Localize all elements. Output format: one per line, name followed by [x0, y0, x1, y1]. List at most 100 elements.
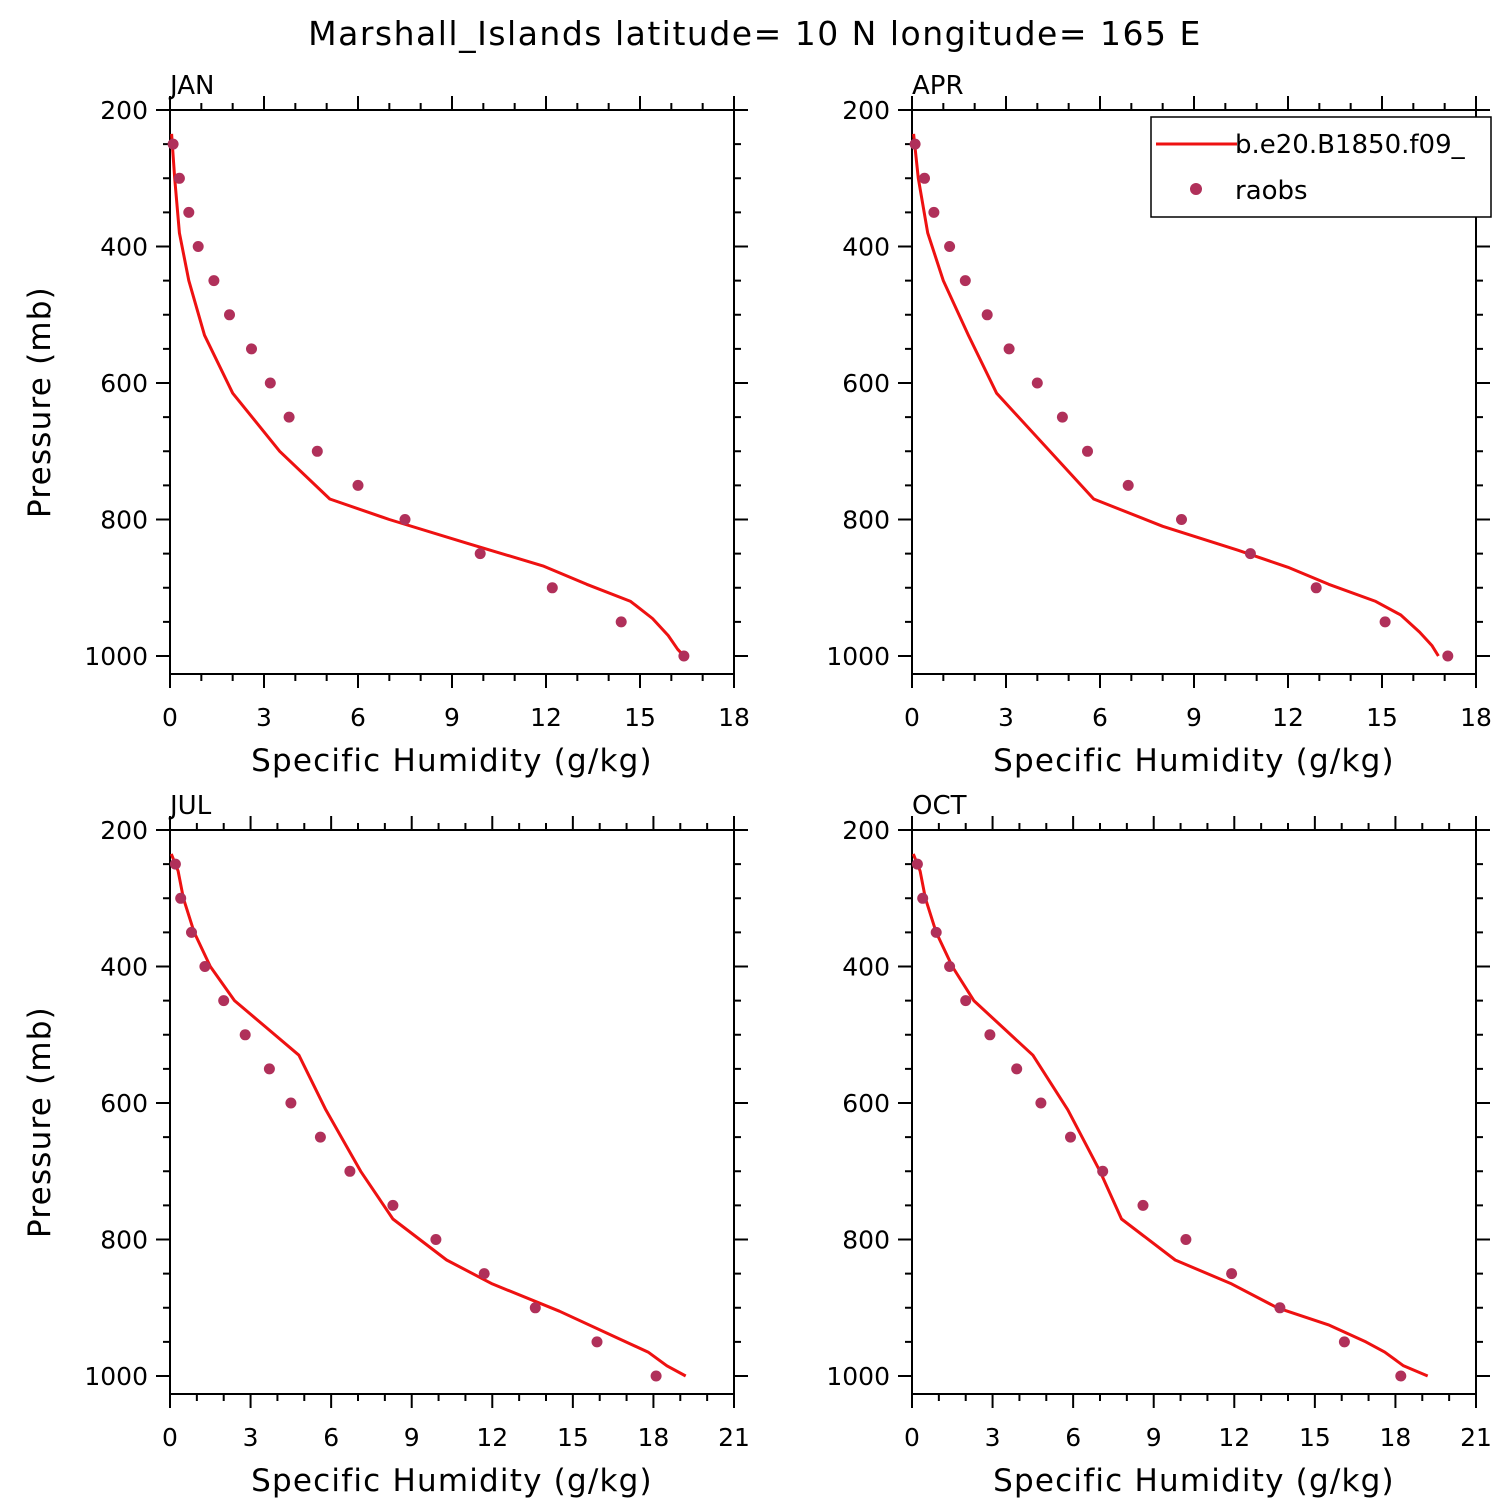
obs-point	[1274, 1302, 1286, 1314]
obs-point	[175, 892, 187, 904]
obs-point	[1442, 650, 1454, 662]
x-tick-label: 3	[243, 1423, 259, 1452]
x-tick-label: 21	[718, 1423, 750, 1452]
obs-point	[1379, 616, 1391, 628]
obs-point	[1244, 548, 1256, 560]
y-tick-label: 600	[842, 1089, 890, 1118]
y-tick-label: 800	[100, 1226, 148, 1255]
obs-point	[173, 172, 185, 184]
y-tick-label: 400	[842, 233, 890, 262]
model-line	[912, 133, 1440, 657]
obs-point	[1031, 377, 1043, 389]
x-tick-label: 12	[530, 703, 562, 732]
y-tick-label: 600	[100, 369, 148, 398]
obs-point	[186, 926, 197, 938]
x-tick-label: 9	[444, 703, 460, 732]
obs-point	[311, 445, 323, 457]
x-tick-label: 9	[1146, 1423, 1162, 1452]
y-tick-label: 800	[842, 506, 890, 535]
legend-obs-marker	[1190, 183, 1202, 195]
obs-point	[909, 138, 921, 150]
obs-point	[615, 616, 627, 628]
obs-point	[944, 241, 956, 252]
legend: b.e20.B1850.f09_ raobs	[1150, 116, 1492, 218]
panel-title: APR	[912, 71, 964, 101]
obs-point	[984, 1029, 996, 1041]
obs-point	[981, 309, 993, 321]
obs-point	[917, 892, 929, 904]
y-tick-label: 600	[842, 369, 890, 398]
obs-point	[283, 411, 295, 423]
obs-point	[919, 172, 930, 184]
y-tick-label: 800	[842, 1226, 890, 1255]
obs-point	[208, 275, 220, 287]
obs-point	[1011, 1063, 1023, 1075]
x-axis-label: Specific Humidity (g/kg)	[251, 743, 653, 779]
x-tick-label: 0	[904, 1423, 920, 1452]
x-tick-label: 15	[1366, 703, 1398, 732]
x-tick-label: 18	[718, 703, 750, 732]
x-tick-label: 21	[1460, 1423, 1492, 1452]
x-tick-label: 15	[1299, 1423, 1331, 1452]
obs-point	[218, 995, 230, 1007]
figure-title: Marshall_Islands latitude= 10 N longitud…	[308, 14, 1202, 53]
obs-point	[1338, 1336, 1350, 1348]
obs-point	[224, 309, 235, 321]
panel-title: OCT	[912, 791, 967, 821]
obs-point	[1122, 479, 1134, 491]
x-tick-label: 3	[998, 703, 1014, 732]
obs-point	[928, 206, 940, 218]
model-line	[911, 853, 1429, 1378]
x-tick-label: 12	[1272, 703, 1304, 732]
model-line	[170, 133, 686, 658]
obs-point	[264, 377, 276, 389]
obs-point	[169, 858, 181, 870]
obs-point	[591, 1336, 603, 1348]
obs-point	[183, 206, 195, 218]
x-tick-label: 18	[638, 1423, 670, 1452]
obs-point	[1395, 1370, 1407, 1382]
y-tick-label: 1000	[826, 642, 890, 671]
obs-point	[246, 343, 257, 355]
obs-point	[1035, 1097, 1047, 1109]
x-axis-label: Specific Humidity (g/kg)	[251, 1463, 653, 1499]
y-tick-label: 400	[100, 233, 148, 262]
obs-point	[199, 961, 211, 972]
x-tick-label: 15	[624, 703, 656, 732]
x-tick-label: 3	[256, 703, 272, 732]
y-tick-label: 200	[842, 96, 890, 125]
panel-jul: JUL 200 400 600 800 1000 0 3 6 9 12 15 18 21 Specific …	[22, 791, 750, 1499]
obs-point	[1137, 1199, 1149, 1211]
obs-point	[1056, 411, 1068, 423]
obs-point	[263, 1063, 275, 1075]
obs-point	[192, 241, 204, 252]
legend-obs-label: raobs	[1235, 176, 1308, 206]
legend-model-label: b.e20.B1850.f09_	[1235, 130, 1466, 160]
legend-box	[1150, 116, 1492, 218]
obs-point	[1065, 1131, 1076, 1143]
obs-point	[167, 138, 179, 150]
y-tick-label: 800	[100, 506, 148, 535]
obs-point	[944, 961, 956, 972]
x-tick-label: 12	[476, 1423, 508, 1452]
panel-oct: OCT 200 400 600 800 1000 0 3 6 9 12 15 18 21 Specific …	[826, 791, 1492, 1499]
x-tick-label: 9	[404, 1423, 420, 1452]
obs-point	[959, 275, 971, 287]
obs-point	[1097, 1165, 1109, 1177]
x-tick-label: 0	[904, 703, 920, 732]
obs-point	[430, 1234, 442, 1245]
obs-point	[930, 926, 942, 938]
panel-title: JUL	[168, 791, 212, 821]
obs-point	[344, 1165, 356, 1177]
obs-point	[678, 650, 690, 662]
y-tick-label: 400	[100, 953, 148, 982]
plot-frame	[169, 829, 735, 1395]
obs-point	[285, 1097, 297, 1109]
obs-point	[387, 1199, 399, 1211]
obs-point	[1180, 1234, 1192, 1245]
y-tick-label: 600	[100, 1089, 148, 1118]
x-axis-label: Specific Humidity (g/kg)	[993, 743, 1395, 779]
model-line	[169, 853, 687, 1378]
